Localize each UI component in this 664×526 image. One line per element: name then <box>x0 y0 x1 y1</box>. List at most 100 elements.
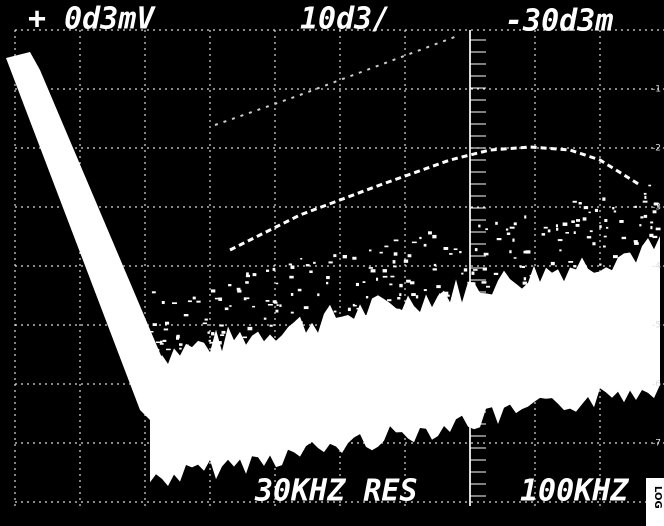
noise-speck <box>486 285 491 288</box>
noise-speck <box>626 267 630 271</box>
noise-speck <box>432 268 437 271</box>
noise-speck <box>326 281 329 285</box>
noise-speck <box>220 334 225 337</box>
noise-speck <box>478 224 481 228</box>
noise-speck <box>279 304 282 307</box>
noise-speck <box>369 249 372 252</box>
noise-speck <box>405 304 410 307</box>
noise-speck <box>603 235 607 238</box>
noise-speck <box>352 256 357 260</box>
noise-speck <box>333 254 337 258</box>
top-label: 10d3/ <box>300 2 390 37</box>
noise-speck <box>382 269 387 273</box>
noise-speck <box>179 347 182 350</box>
noise-speck <box>376 277 379 281</box>
noise-speck <box>196 300 201 303</box>
noise-speck <box>568 261 574 263</box>
noise-speck <box>519 265 522 268</box>
noise-speck <box>229 305 232 307</box>
noise-speck <box>541 233 546 236</box>
noise-speck <box>374 315 380 319</box>
noise-speck <box>613 255 618 259</box>
noise-speck <box>187 300 192 303</box>
noise-speck <box>446 294 450 297</box>
noise-speck <box>252 305 256 308</box>
noise-speck <box>419 236 422 240</box>
noise-speck <box>443 247 449 250</box>
noise-speck <box>606 226 609 229</box>
noise-speck <box>369 317 372 322</box>
noise-speck <box>483 252 489 256</box>
noise-speck <box>199 342 204 345</box>
noise-speck <box>524 215 527 219</box>
noise-speck <box>393 252 398 256</box>
noise-speck <box>472 289 478 292</box>
noise-speck <box>379 251 383 254</box>
noise-speck <box>323 324 328 327</box>
noise-speck <box>583 274 586 279</box>
noise-speck <box>644 251 648 254</box>
noise-speck <box>172 302 177 305</box>
noise-speck <box>179 343 183 346</box>
noise-speck <box>303 306 309 310</box>
noise-speck <box>165 321 170 325</box>
noise-speck <box>650 226 653 230</box>
noise-speck <box>386 307 390 310</box>
noise-speck <box>644 195 647 199</box>
noise-speck <box>186 349 189 353</box>
noise-speck <box>151 291 156 294</box>
noise-speck <box>645 241 649 243</box>
noise-speck <box>465 291 468 293</box>
noise-speck <box>243 297 247 301</box>
noise-speck <box>207 331 210 334</box>
noise-speck <box>415 295 419 299</box>
noise-speck <box>554 282 559 285</box>
noise-speck <box>326 276 330 280</box>
scale-mark: -3 <box>652 203 661 213</box>
noise-speck <box>399 283 403 288</box>
noise-speck <box>562 222 568 226</box>
noise-speck <box>556 227 559 231</box>
noise-speck <box>643 192 647 195</box>
noise-speck <box>363 323 368 327</box>
noise-speck <box>655 227 661 231</box>
noise-speck <box>276 304 279 307</box>
noise-speck <box>428 231 432 235</box>
noise-speck <box>389 283 393 286</box>
noise-speck <box>410 281 415 285</box>
trace-faint <box>214 34 461 126</box>
noise-speck <box>612 207 615 210</box>
noise-speck <box>619 220 624 223</box>
noise-speck <box>217 341 222 345</box>
noise-speck <box>509 291 512 295</box>
noise-speck <box>166 348 171 351</box>
top-label: -30d3m <box>505 4 613 39</box>
noise-speck <box>290 265 295 269</box>
noise-speck <box>640 256 645 260</box>
scale-mark: -1 <box>652 85 661 95</box>
trace-response <box>229 145 641 252</box>
scale-mark: -4 <box>652 262 661 272</box>
noise-speck <box>160 340 163 344</box>
noise-speck <box>473 269 478 271</box>
noise-speck <box>395 316 399 320</box>
noise-speck <box>403 259 409 263</box>
noise-speck <box>272 267 276 271</box>
noise-speck <box>639 224 642 227</box>
noise-speck <box>183 314 189 317</box>
scale-mark: -6 <box>652 380 661 390</box>
noise-floor-band <box>150 236 660 486</box>
noise-speck <box>648 184 652 187</box>
noise-speck <box>235 351 240 355</box>
noise-speck <box>495 221 498 225</box>
noise-speck <box>288 263 293 266</box>
noise-speck <box>162 339 167 342</box>
noise-speck <box>186 344 189 348</box>
noise-speck <box>263 317 267 320</box>
noise-speck <box>512 238 515 242</box>
noise-speck <box>572 200 577 203</box>
noise-speck <box>305 264 310 267</box>
noise-speck <box>652 210 657 214</box>
